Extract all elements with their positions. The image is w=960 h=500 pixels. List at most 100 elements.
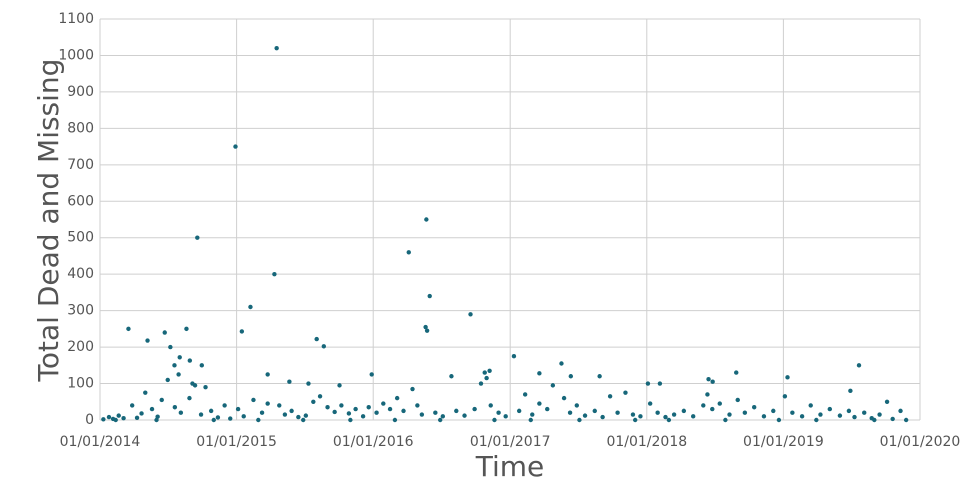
point xyxy=(423,324,428,330)
point xyxy=(799,414,805,419)
point xyxy=(159,397,164,403)
point xyxy=(369,372,374,377)
point xyxy=(782,394,788,399)
point xyxy=(440,414,446,419)
point xyxy=(723,417,728,423)
point xyxy=(472,406,477,412)
point xyxy=(381,401,386,406)
point xyxy=(233,144,238,149)
point xyxy=(717,401,722,406)
point xyxy=(198,412,204,417)
point xyxy=(550,383,556,388)
point xyxy=(645,381,651,386)
point xyxy=(706,376,711,382)
point xyxy=(203,384,208,390)
point xyxy=(211,417,216,423)
point xyxy=(190,381,195,386)
point xyxy=(301,417,306,423)
point xyxy=(487,368,492,373)
point xyxy=(545,406,550,412)
point xyxy=(228,416,233,421)
point xyxy=(482,370,487,375)
point xyxy=(597,374,602,379)
point xyxy=(184,326,189,332)
point xyxy=(559,361,564,366)
point xyxy=(129,403,135,408)
point xyxy=(199,363,204,368)
point xyxy=(582,413,588,418)
point xyxy=(488,403,493,408)
point xyxy=(647,401,653,406)
point xyxy=(814,417,819,423)
point xyxy=(877,412,882,417)
point xyxy=(360,414,366,419)
point xyxy=(630,412,636,417)
point xyxy=(239,329,245,334)
x-tick-label: 01/01/2019 xyxy=(743,434,824,450)
point xyxy=(903,417,909,423)
point xyxy=(427,293,432,299)
point xyxy=(496,410,501,415)
point xyxy=(187,395,192,401)
y-tick-label: 1000 xyxy=(58,47,94,63)
point xyxy=(701,403,706,408)
point xyxy=(449,374,454,379)
point xyxy=(366,405,371,410)
point xyxy=(478,381,484,386)
point xyxy=(296,414,301,420)
point xyxy=(705,392,710,397)
x-tick-label: 01/01/2020 xyxy=(880,434,960,450)
y-tick-label: 0 xyxy=(85,412,94,428)
point xyxy=(306,381,311,386)
point xyxy=(215,415,221,420)
point xyxy=(433,410,438,415)
point xyxy=(790,410,795,415)
point xyxy=(303,413,309,418)
point xyxy=(178,410,184,415)
point xyxy=(101,417,106,422)
x-axis-title: Time xyxy=(475,450,545,483)
point xyxy=(438,417,443,423)
point xyxy=(282,412,288,417)
point xyxy=(154,417,159,423)
point xyxy=(681,408,687,414)
x-tick-label: 01/01/2015 xyxy=(196,434,277,450)
point xyxy=(195,235,200,240)
point xyxy=(657,381,663,386)
point xyxy=(116,413,121,418)
point xyxy=(827,406,833,412)
point xyxy=(332,409,337,415)
y-tick-label: 900 xyxy=(67,84,94,100)
point xyxy=(516,408,522,414)
x-tick-label: 01/01/2017 xyxy=(470,434,551,450)
point xyxy=(274,45,279,51)
point xyxy=(577,417,582,423)
point xyxy=(424,217,429,222)
y-tick-label: 400 xyxy=(67,266,94,282)
point xyxy=(522,392,528,397)
point xyxy=(537,371,542,376)
point xyxy=(761,414,767,419)
point xyxy=(256,417,261,423)
point xyxy=(187,358,193,363)
point xyxy=(574,403,580,408)
x-tick-label: 01/01/2018 xyxy=(606,434,687,450)
point xyxy=(265,372,270,377)
point xyxy=(862,410,867,415)
point xyxy=(690,414,696,419)
point xyxy=(468,312,473,317)
point xyxy=(561,395,567,401)
point xyxy=(265,401,270,406)
point xyxy=(752,405,757,410)
x-tick-label: 01/01/2014 xyxy=(60,434,141,450)
point xyxy=(846,408,852,414)
point xyxy=(251,397,256,403)
point xyxy=(615,410,620,415)
point xyxy=(162,330,167,335)
point xyxy=(410,386,415,392)
point xyxy=(387,406,393,412)
point xyxy=(735,397,740,403)
point xyxy=(462,413,467,418)
point xyxy=(710,379,715,384)
